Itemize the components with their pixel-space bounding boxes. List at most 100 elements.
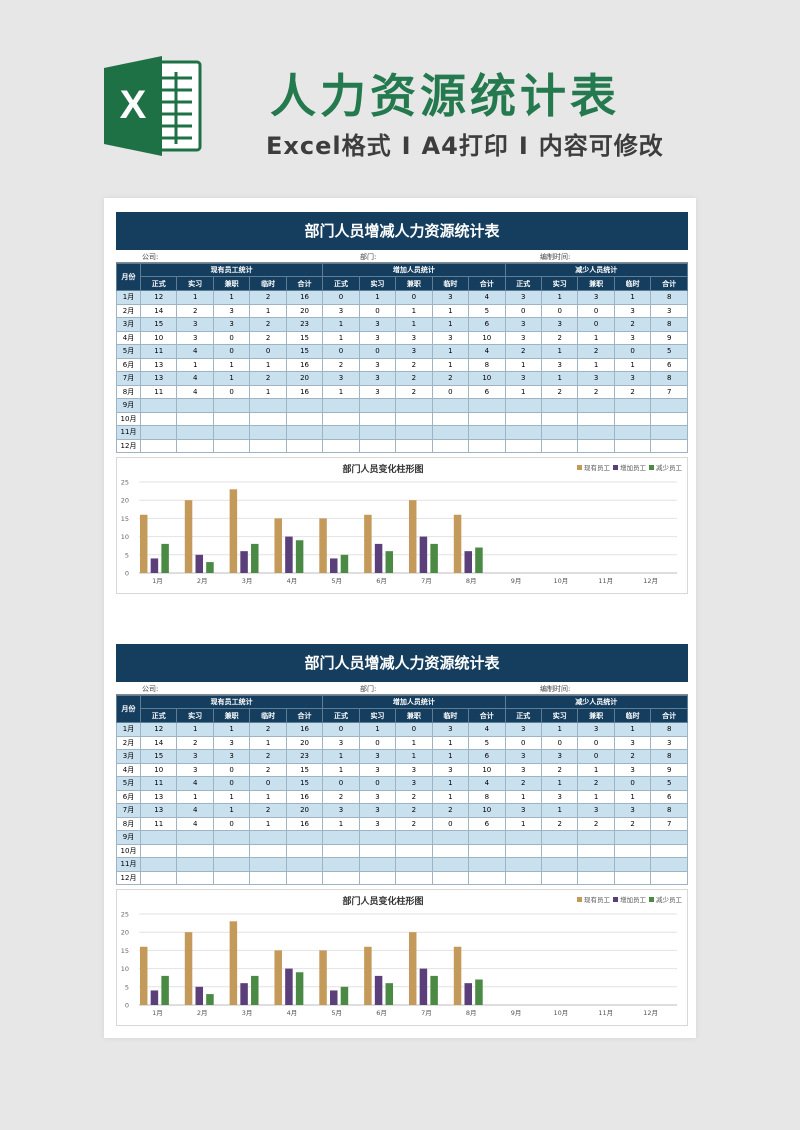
- value-cell[interactable]: [322, 830, 360, 845]
- value-cell[interactable]: 3: [395, 762, 433, 777]
- value-cell[interactable]: 1: [431, 317, 470, 332]
- value-cell[interactable]: 8: [650, 371, 688, 386]
- value-cell[interactable]: 1: [358, 722, 397, 737]
- value-cell[interactable]: 2: [577, 776, 615, 791]
- value-cell[interactable]: 1: [212, 357, 251, 372]
- value-cell[interactable]: 2: [249, 317, 287, 332]
- value-cell[interactable]: 0: [431, 384, 470, 399]
- value-cell[interactable]: [577, 830, 615, 845]
- value-cell[interactable]: 13: [139, 803, 178, 818]
- value-cell[interactable]: 1: [322, 384, 360, 399]
- value-cell[interactable]: 16: [285, 789, 324, 804]
- value-cell[interactable]: 15: [285, 344, 324, 359]
- value-cell[interactable]: 3: [358, 762, 397, 777]
- value-cell[interactable]: [395, 425, 433, 440]
- value-cell[interactable]: 2: [540, 384, 579, 399]
- value-cell[interactable]: 1: [540, 803, 579, 818]
- value-cell[interactable]: [322, 411, 360, 426]
- value-cell[interactable]: 0: [540, 735, 579, 750]
- value-cell[interactable]: 2: [395, 357, 433, 372]
- value-cell[interactable]: [249, 843, 287, 858]
- value-cell[interactable]: [176, 857, 214, 872]
- value-cell[interactable]: [540, 411, 579, 426]
- value-cell[interactable]: 2: [577, 384, 615, 399]
- value-cell[interactable]: [577, 438, 615, 453]
- value-cell[interactable]: [468, 398, 506, 413]
- value-cell[interactable]: 0: [322, 290, 360, 305]
- value-cell[interactable]: [613, 830, 652, 845]
- value-cell[interactable]: 0: [577, 749, 615, 764]
- value-cell[interactable]: 3: [395, 330, 433, 345]
- value-cell[interactable]: [468, 425, 506, 440]
- value-cell[interactable]: 1: [431, 749, 470, 764]
- value-cell[interactable]: [176, 870, 214, 885]
- value-cell[interactable]: [139, 857, 178, 872]
- value-cell[interactable]: 1: [395, 749, 433, 764]
- value-cell[interactable]: 4: [176, 371, 214, 386]
- value-cell[interactable]: 0: [212, 384, 251, 399]
- value-cell[interactable]: 1: [322, 749, 360, 764]
- value-cell[interactable]: 1: [613, 789, 652, 804]
- value-cell[interactable]: [139, 843, 178, 858]
- value-cell[interactable]: 3: [176, 317, 214, 332]
- value-cell[interactable]: [650, 425, 688, 440]
- value-cell[interactable]: [613, 857, 652, 872]
- value-cell[interactable]: 10: [139, 762, 178, 777]
- value-cell[interactable]: [395, 830, 433, 845]
- value-cell[interactable]: 3: [504, 722, 542, 737]
- value-cell[interactable]: [650, 438, 688, 453]
- value-cell[interactable]: 7: [650, 816, 688, 831]
- value-cell[interactable]: 0: [431, 816, 470, 831]
- value-cell[interactable]: 0: [358, 344, 397, 359]
- value-cell[interactable]: 9: [650, 762, 688, 777]
- value-cell[interactable]: 8: [650, 722, 688, 737]
- value-cell[interactable]: 11: [139, 816, 178, 831]
- value-cell[interactable]: 3: [577, 371, 615, 386]
- value-cell[interactable]: [176, 830, 214, 845]
- value-cell[interactable]: [431, 438, 470, 453]
- value-cell[interactable]: 3: [322, 803, 360, 818]
- value-cell[interactable]: 3: [358, 384, 397, 399]
- value-cell[interactable]: 3: [504, 749, 542, 764]
- value-cell[interactable]: 1: [395, 735, 433, 750]
- value-cell[interactable]: 3: [540, 357, 579, 372]
- value-cell[interactable]: 1: [249, 816, 287, 831]
- value-cell[interactable]: 1: [212, 371, 251, 386]
- value-cell[interactable]: 1: [431, 344, 470, 359]
- value-cell[interactable]: 7: [650, 384, 688, 399]
- value-cell[interactable]: [613, 425, 652, 440]
- value-cell[interactable]: 0: [504, 735, 542, 750]
- value-cell[interactable]: 1: [504, 816, 542, 831]
- value-cell[interactable]: [468, 411, 506, 426]
- value-cell[interactable]: [431, 870, 470, 885]
- value-cell[interactable]: 3: [613, 303, 652, 318]
- value-cell[interactable]: 15: [139, 317, 178, 332]
- value-cell[interactable]: 2: [577, 344, 615, 359]
- value-cell[interactable]: 1: [358, 290, 397, 305]
- value-cell[interactable]: [395, 438, 433, 453]
- value-cell[interactable]: [285, 398, 324, 413]
- value-cell[interactable]: 1: [431, 303, 470, 318]
- value-cell[interactable]: [285, 438, 324, 453]
- value-cell[interactable]: [540, 870, 579, 885]
- value-cell[interactable]: [650, 843, 688, 858]
- value-cell[interactable]: 0: [577, 317, 615, 332]
- value-cell[interactable]: 3: [358, 330, 397, 345]
- value-cell[interactable]: 1: [431, 357, 470, 372]
- value-cell[interactable]: [540, 857, 579, 872]
- value-cell[interactable]: [249, 425, 287, 440]
- value-cell[interactable]: 1: [504, 384, 542, 399]
- value-cell[interactable]: 8: [468, 357, 506, 372]
- value-cell[interactable]: 3: [613, 735, 652, 750]
- value-cell[interactable]: 1: [577, 762, 615, 777]
- value-cell[interactable]: 0: [212, 344, 251, 359]
- value-cell[interactable]: 3: [504, 330, 542, 345]
- value-cell[interactable]: 3: [358, 317, 397, 332]
- value-cell[interactable]: 5: [468, 735, 506, 750]
- value-cell[interactable]: 13: [139, 371, 178, 386]
- value-cell[interactable]: 4: [468, 290, 506, 305]
- value-cell[interactable]: [285, 843, 324, 858]
- value-cell[interactable]: 3: [176, 762, 214, 777]
- value-cell[interactable]: 2: [431, 803, 470, 818]
- value-cell[interactable]: [249, 870, 287, 885]
